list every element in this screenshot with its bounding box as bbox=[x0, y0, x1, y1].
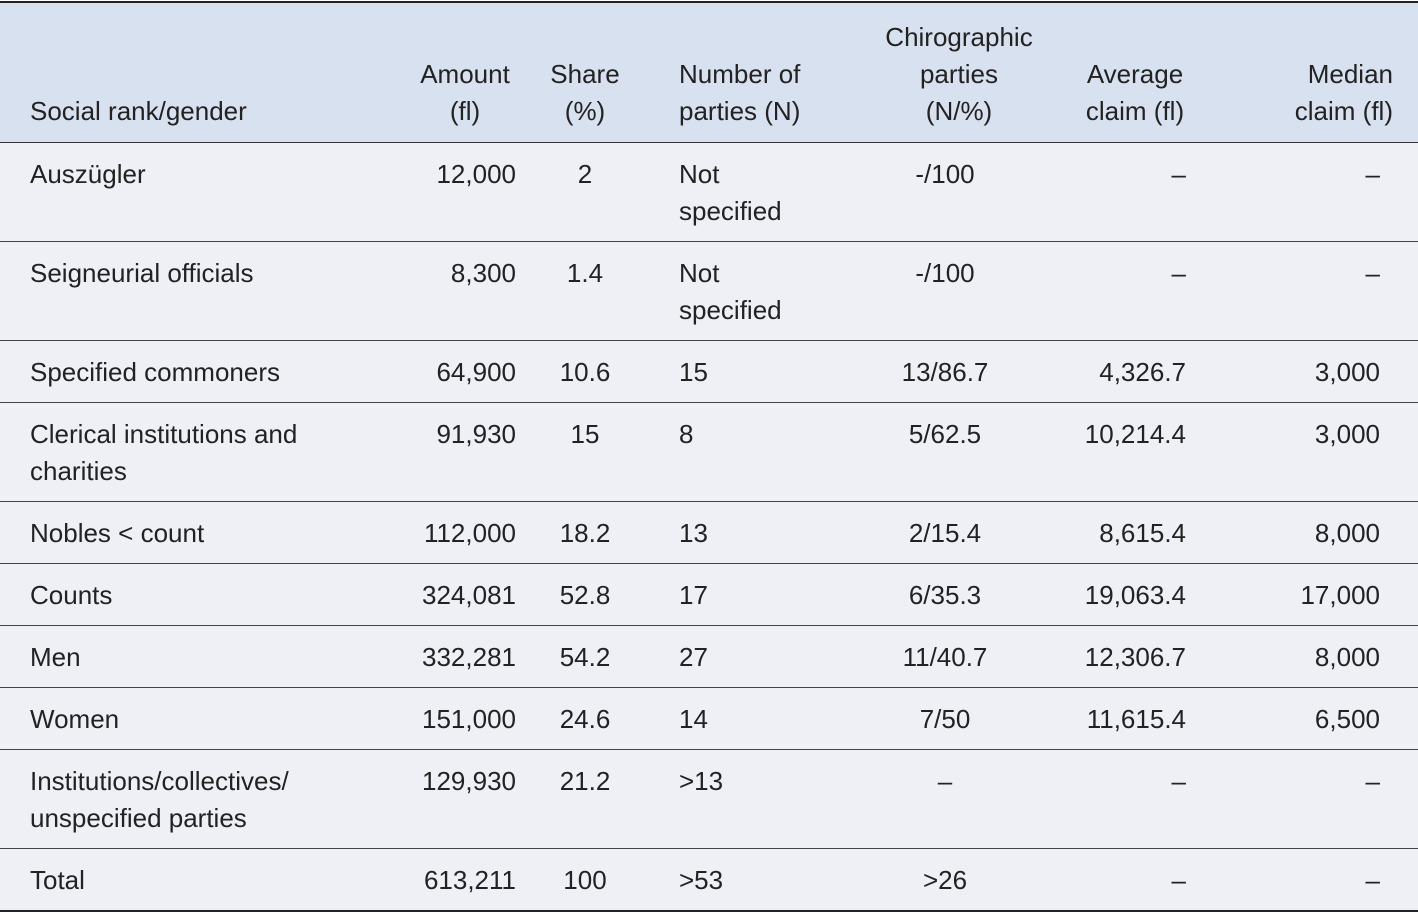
table-cell: >13 bbox=[679, 765, 724, 796]
column-header: Average claim (fl) bbox=[1085, 58, 1185, 126]
table-cell: Total bbox=[30, 864, 85, 895]
table-cell: 91,930 bbox=[436, 418, 516, 449]
table-cell: 17,000 bbox=[1300, 579, 1380, 610]
table-cell: 100 bbox=[563, 864, 607, 895]
table-cell: Men bbox=[30, 641, 81, 672]
table-cell: Clerical institutions and charities bbox=[30, 418, 298, 486]
table-cell: 64,900 bbox=[436, 356, 516, 387]
table-row: Auszügler 12,000 2 Not specified -/100 – – bbox=[0, 142, 1418, 241]
table-cell: 1.4 bbox=[566, 257, 604, 288]
column-header: Number of parties (N) bbox=[679, 58, 801, 126]
table-cell: – bbox=[1171, 158, 1186, 189]
table-cell: 14 bbox=[679, 703, 708, 734]
header-row: Social rank/gender Amount (fl) Share (%) Nu… bbox=[0, 2, 1418, 142]
table-cell: -/100 bbox=[915, 257, 975, 288]
table-cell: 19,063.4 bbox=[1084, 579, 1186, 610]
table-cell: >26 bbox=[922, 864, 968, 895]
table-cell: 12,000 bbox=[436, 158, 516, 189]
table-cell: 27 bbox=[679, 641, 708, 672]
table-cell: >53 bbox=[679, 864, 724, 895]
table-cell: 2/15.4 bbox=[908, 517, 982, 548]
table-cell: 2 bbox=[577, 158, 593, 189]
table-cell: 129,930 bbox=[422, 765, 516, 796]
column-header: Chirographic parties (N/%) bbox=[885, 21, 1033, 126]
column-header: Median claim (fl) bbox=[1294, 58, 1393, 126]
table-cell: 15 bbox=[570, 418, 600, 449]
table-cell: 613,211 bbox=[423, 864, 516, 895]
table-row: Counts 324,081 52.8 17 6/35.3 19,063.4 17,000 bbox=[0, 563, 1418, 625]
column-header: Share (%) bbox=[550, 58, 620, 126]
column-header: Amount (fl) bbox=[420, 58, 510, 126]
table-cell: 10,214.4 bbox=[1084, 418, 1186, 449]
table-cell: Seigneurial officials bbox=[30, 257, 254, 288]
table-cell: – bbox=[1171, 765, 1186, 796]
table-cell: 5/62.5 bbox=[908, 418, 982, 449]
table-body: Auszügler 12,000 2 Not specified -/100– – Seig… bbox=[0, 142, 1418, 911]
table-row: Men 332,281 54.2 27 11/40.7 12,306.7 8,000 bbox=[0, 625, 1418, 687]
table-cell: Not specified bbox=[679, 158, 782, 226]
table-cell: 6,500 bbox=[1314, 703, 1380, 734]
table-cell: 151,000 bbox=[422, 703, 516, 734]
table-cell: Counts bbox=[30, 579, 113, 610]
table-cell: – bbox=[1365, 158, 1380, 189]
table-cell: Institutions/collectives/ unspecified pa… bbox=[30, 765, 289, 833]
table-cell: – bbox=[1365, 864, 1380, 895]
table-cell: 4,326.7 bbox=[1099, 356, 1186, 387]
table-cell: 18.2 bbox=[559, 517, 611, 548]
table-cell: 17 bbox=[679, 579, 708, 610]
table-cell: 21.2 bbox=[559, 765, 611, 796]
table-cell: – bbox=[1365, 765, 1380, 796]
table-cell: – bbox=[1171, 257, 1186, 288]
table-cell: 10.6 bbox=[559, 356, 611, 387]
table-row: Institutions/collectives/ unspecified pa… bbox=[0, 749, 1418, 848]
table-cell: – bbox=[1365, 257, 1380, 288]
table-row: Nobles < count 112,000 18.2 13 2/15.4 8,615.4… bbox=[0, 501, 1418, 563]
table-row: Seigneurial officials 8,300 1.4 Not specifi… bbox=[0, 241, 1418, 340]
table-cell: 24.6 bbox=[559, 703, 611, 734]
table-cell: 8,000 bbox=[1314, 517, 1380, 548]
table-cell: 8,300 bbox=[450, 257, 516, 288]
table-cell: 6/35.3 bbox=[908, 579, 982, 610]
table-cell: 8,000 bbox=[1314, 641, 1380, 672]
table-row: Clerical institutions and charities 91,93… bbox=[0, 402, 1418, 501]
table-cell: 54.2 bbox=[559, 641, 611, 672]
table-cell: Specified commoners bbox=[30, 356, 280, 387]
table-cell: Nobles < count bbox=[30, 517, 205, 548]
table-cell: Women bbox=[30, 703, 120, 734]
table-row: Women 151,000 24.6 14 7/50 11,615.4 6,500 bbox=[0, 687, 1418, 749]
table-cell: 7/50 bbox=[919, 703, 971, 734]
table-cell: 12,306.7 bbox=[1084, 641, 1186, 672]
table-cell: 3,000 bbox=[1314, 418, 1380, 449]
table-cell: -/100 bbox=[915, 158, 975, 189]
table-cell: 13 bbox=[679, 517, 708, 548]
table-cell: – bbox=[937, 765, 953, 796]
table-cell: – bbox=[1171, 864, 1186, 895]
table-row: Specified commoners 64,900 10.6 15 13/86.7 4,… bbox=[0, 340, 1418, 402]
table-cell: 13/86.7 bbox=[901, 356, 989, 387]
table-cell: 3,000 bbox=[1314, 356, 1380, 387]
table-cell: 52.8 bbox=[559, 579, 611, 610]
table-cell: Not specified bbox=[679, 257, 782, 325]
table-cell: 11/40.7 bbox=[902, 641, 988, 672]
table-row: Total 613,211 100 >53 >26 – – bbox=[0, 848, 1418, 911]
table-cell: 324,081 bbox=[422, 579, 516, 610]
table-cell: 332,281 bbox=[422, 641, 516, 672]
column-header: Social rank/gender bbox=[30, 95, 247, 126]
table-cell: 8 bbox=[679, 418, 694, 449]
table-cell: Auszügler bbox=[30, 158, 146, 189]
table-cell: 15 bbox=[679, 356, 708, 387]
table-cell: 8,615.4 bbox=[1099, 517, 1186, 548]
table-cell: 112,000 bbox=[423, 517, 516, 548]
table-cell: 11,615.4 bbox=[1086, 703, 1186, 734]
